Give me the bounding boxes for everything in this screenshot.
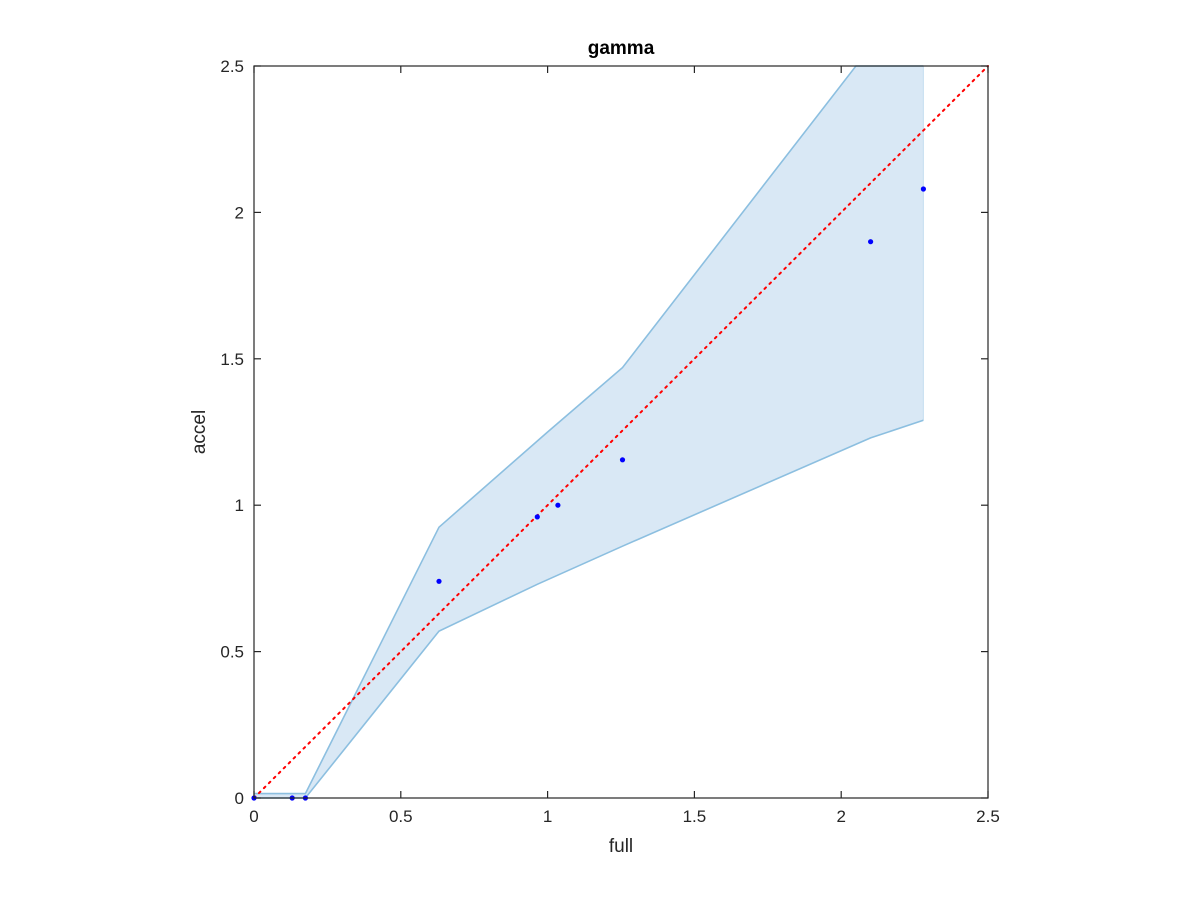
band-fill [254,66,924,798]
data-point [920,186,927,192]
x-axis-label: full [609,836,633,857]
x-tick-label: 1.5 [683,807,707,826]
y-tick-label: 0.5 [220,643,244,662]
x-tick-label: 2 [836,807,845,826]
x-tick-label: 2.5 [976,807,1000,826]
chart-title: gamma [588,38,655,59]
data-point [555,502,561,508]
y-tick-label: 1 [235,496,244,515]
y-tick-label: 1.5 [220,350,244,369]
x-tick-label: 0.5 [389,807,413,826]
axes-box [253,65,989,799]
y-tick-label: 2.5 [220,57,244,76]
reference-line [253,65,989,799]
identity-line [253,65,989,799]
y-tick-label: 2 [235,203,244,222]
data-point [436,578,442,584]
y-tick-label: 0 [235,789,244,808]
data-point [868,239,874,245]
x-tick-label: 1 [543,807,552,826]
data-point [619,457,626,463]
y-axis-label: accel [189,410,210,454]
axis-ticks: 0 0.5 1 1.5 2 2.5 0 0.5 1 1.5 2 2.5 [220,57,999,826]
x-tick-label: 0 [249,807,258,826]
data-point [534,514,540,520]
